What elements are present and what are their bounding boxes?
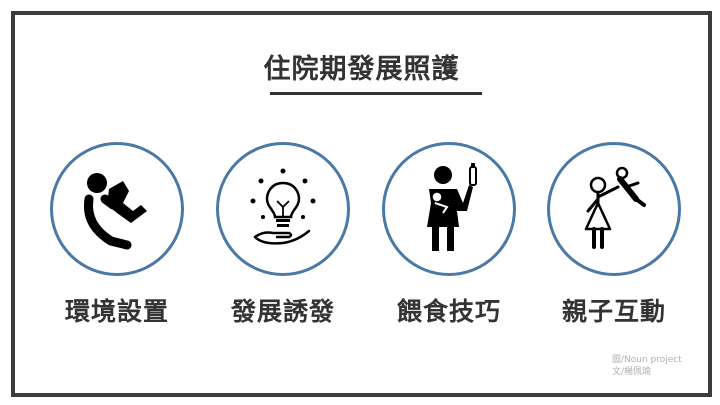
item-circle (382, 142, 516, 276)
item-label: 餵食技巧 (396, 297, 501, 326)
item-label: 親子互動 (561, 297, 666, 326)
mother-bottle-icon (427, 163, 477, 251)
baby-falling-icon (83, 173, 147, 250)
item-development: 發展誘發 (216, 142, 350, 326)
lightbulb-hand-icon (250, 168, 316, 245)
credit-line-text: 文/楊佩瑜 (612, 367, 652, 377)
item-circle (50, 142, 184, 276)
item-circle (547, 142, 681, 276)
page-title: 住院期發展照護 (263, 54, 460, 85)
item-label: 發展誘發 (230, 297, 335, 326)
parent-child-play-icon (584, 166, 646, 249)
slide-frame: 住院期發展照護 環境設置 (11, 11, 712, 397)
credit-line-image: 圖/Noun project (612, 355, 682, 365)
image-credit: 圖/Noun project 文/楊佩瑜 (612, 354, 682, 378)
title-underline (270, 92, 482, 95)
item-environment: 環境設置 (50, 142, 184, 326)
item-feeding: 餵食技巧 (382, 142, 516, 326)
item-interaction: 親子互動 (547, 142, 681, 326)
item-label: 環境設置 (64, 297, 169, 326)
item-circle (216, 142, 350, 276)
